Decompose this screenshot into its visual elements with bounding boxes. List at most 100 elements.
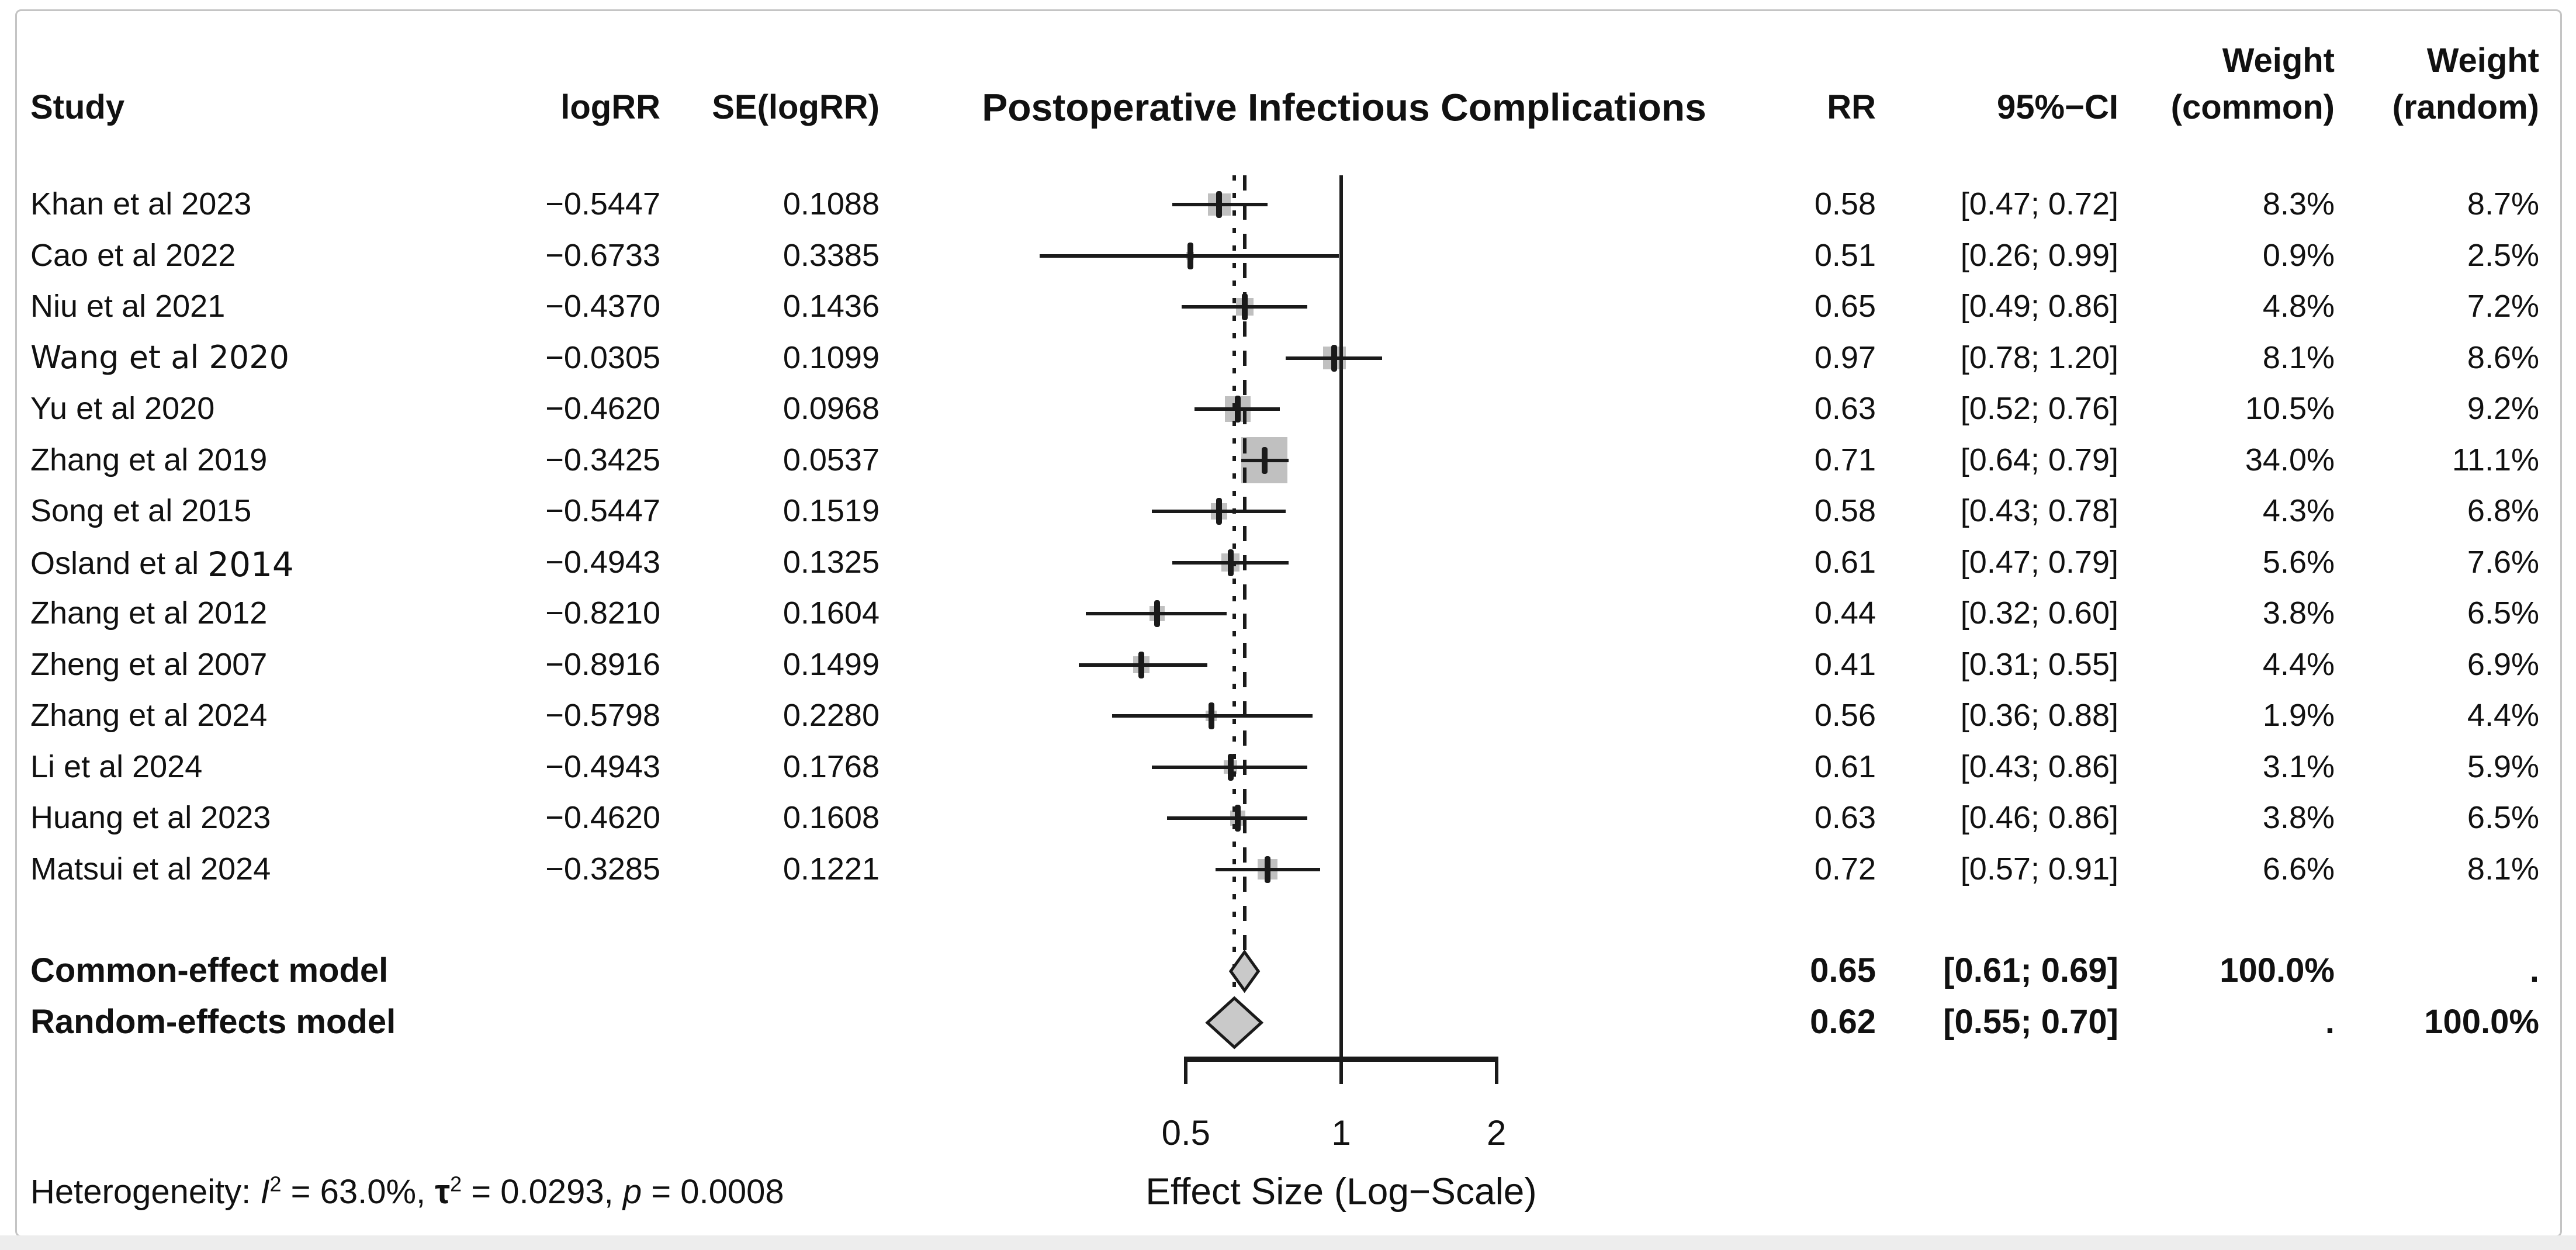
summary-rr: 0.62 xyxy=(1810,1002,1876,1041)
study-rr: 0.65 xyxy=(1814,288,1876,324)
study-se: 0.1325 xyxy=(783,544,880,580)
study-se: 0.1768 xyxy=(783,749,880,784)
study-weight-common: 4.4% xyxy=(2262,646,2335,682)
study-se: 0.1099 xyxy=(783,340,880,375)
het-p-value: = 0.0008 xyxy=(642,1172,784,1211)
study-weight-common: 3.8% xyxy=(2262,799,2335,835)
study-name: Song et al 2015 xyxy=(30,493,252,528)
study-rr: 0.56 xyxy=(1814,697,1876,733)
x-axis-title: Effect Size (Log−Scale) xyxy=(1145,1170,1537,1213)
study-name: Khan et al 2023 xyxy=(30,186,252,221)
study-logrr: −0.5447 xyxy=(545,186,660,221)
random-effects-diamond xyxy=(1205,996,1263,1050)
study-name: Niu et al 2021 xyxy=(30,288,226,324)
col-header-se: SE(logRR) xyxy=(712,88,880,126)
random-effect-line xyxy=(1232,175,1236,998)
summary-label: Random-effects model xyxy=(30,1002,396,1041)
point-estimate-marker xyxy=(1265,856,1271,883)
het-tau-value: = 0.0293, xyxy=(462,1172,623,1211)
heterogeneity-note: Heterogeneity: I2 = 63.0%, τ2 = 0.0293, … xyxy=(30,1172,784,1211)
study-weight-common: 3.1% xyxy=(2262,749,2335,784)
study-name: Zheng et al 2007 xyxy=(30,646,268,682)
study-se: 0.1499 xyxy=(783,646,880,682)
study-se: 0.1608 xyxy=(783,799,880,835)
study-name: Cao et al 2022 xyxy=(30,237,236,273)
study-weight-common: 34.0% xyxy=(2245,442,2335,477)
study-ci: [0.36; 0.88] xyxy=(1960,697,2118,733)
study-weight-random: 7.2% xyxy=(2467,288,2539,324)
figure-border xyxy=(15,9,2562,1237)
study-rr: 0.63 xyxy=(1814,799,1876,835)
col-header-logrr: logRR xyxy=(560,88,660,126)
study-name: Osland et al 2014 xyxy=(30,545,294,581)
study-se: 0.1088 xyxy=(783,186,880,221)
point-estimate-marker xyxy=(1216,191,1223,218)
summary-label: Common-effect model xyxy=(30,951,389,989)
study-logrr: −0.6733 xyxy=(545,237,660,273)
summary-weight-common: . xyxy=(2325,1002,2335,1041)
axis-tick-label: 2 xyxy=(1487,1113,1507,1152)
study-weight-common: 8.1% xyxy=(2262,340,2335,375)
study-rr: 0.71 xyxy=(1814,442,1876,477)
study-weight-common: 0.9% xyxy=(2262,237,2335,273)
col-header-rr: RR xyxy=(1827,88,1876,126)
study-ci: [0.31; 0.55] xyxy=(1960,646,2118,682)
study-ci: [0.64; 0.79] xyxy=(1960,442,2118,477)
summary-weight-common: 100.0% xyxy=(2220,951,2335,989)
het-i-sup: 2 xyxy=(269,1172,282,1196)
study-rr: 0.58 xyxy=(1814,493,1876,528)
diamond-shape xyxy=(1228,949,1260,993)
study-weight-random: 7.6% xyxy=(2467,544,2539,580)
axis-tick-label: 0.5 xyxy=(1161,1113,1211,1152)
study-rr: 0.61 xyxy=(1814,544,1876,580)
summary-weight-random: 100.0% xyxy=(2424,1002,2539,1041)
col-header-study: Study xyxy=(30,88,125,126)
study-rr: 0.61 xyxy=(1814,749,1876,784)
point-estimate-marker xyxy=(1216,498,1223,525)
study-rr: 0.72 xyxy=(1814,851,1876,887)
study-weight-random: 8.6% xyxy=(2467,340,2539,375)
study-ci: [0.43; 0.78] xyxy=(1960,493,2118,528)
col-header-ci: 95%−CI xyxy=(1997,88,2118,126)
study-logrr: −0.5798 xyxy=(545,697,660,733)
study-name: Wang et al 2020 xyxy=(30,338,289,376)
study-name-year: 2014 xyxy=(207,544,294,584)
col-header-weight-common-top: Weight xyxy=(2222,41,2335,79)
study-weight-random: 4.4% xyxy=(2467,697,2539,733)
study-weight-common: 4.3% xyxy=(2262,493,2335,528)
study-ci: [0.57; 0.91] xyxy=(1960,851,2118,887)
study-ci: [0.52; 0.76] xyxy=(1960,390,2118,426)
point-estimate-marker xyxy=(1138,651,1145,678)
study-se: 0.0968 xyxy=(783,390,880,426)
study-weight-common: 1.9% xyxy=(2262,697,2335,733)
study-weight-random: 2.5% xyxy=(2467,237,2539,273)
het-i-value: = 63.0%, xyxy=(281,1172,435,1211)
study-rr: 0.97 xyxy=(1814,340,1876,375)
study-weight-random: 9.2% xyxy=(2467,390,2539,426)
null-effect-line xyxy=(1339,175,1343,1084)
study-weight-random: 5.9% xyxy=(2467,749,2539,784)
het-tau-sup: 2 xyxy=(450,1172,462,1196)
col-header-weight-common: (common) xyxy=(2170,88,2335,126)
het-prefix: Heterogeneity: xyxy=(30,1172,261,1211)
study-name: Huang et al 2023 xyxy=(30,799,271,835)
study-rr: 0.58 xyxy=(1814,186,1876,221)
study-name: Zhang et al 2024 xyxy=(30,697,268,733)
study-ci: [0.43; 0.86] xyxy=(1960,749,2118,784)
summary-ci: [0.61; 0.69] xyxy=(1943,951,2118,989)
point-estimate-marker xyxy=(1187,242,1193,269)
point-estimate-marker xyxy=(1208,702,1214,729)
axis-tick xyxy=(1494,1057,1498,1084)
study-weight-random: 6.9% xyxy=(2467,646,2539,682)
study-rr: 0.63 xyxy=(1814,390,1876,426)
study-logrr: −0.8210 xyxy=(545,595,660,631)
study-weight-random: 8.1% xyxy=(2467,851,2539,887)
study-se: 0.1519 xyxy=(783,493,880,528)
het-i-symbol: I xyxy=(260,1172,270,1211)
common-effect-diamond xyxy=(1228,949,1260,993)
study-rr: 0.44 xyxy=(1814,595,1876,631)
study-weight-random: 6.5% xyxy=(2467,595,2539,631)
study-logrr: −0.8916 xyxy=(545,646,660,682)
study-name: Zhang et al 2012 xyxy=(30,595,268,631)
plot-title: Postoperative Infectious Complications xyxy=(982,85,1706,129)
